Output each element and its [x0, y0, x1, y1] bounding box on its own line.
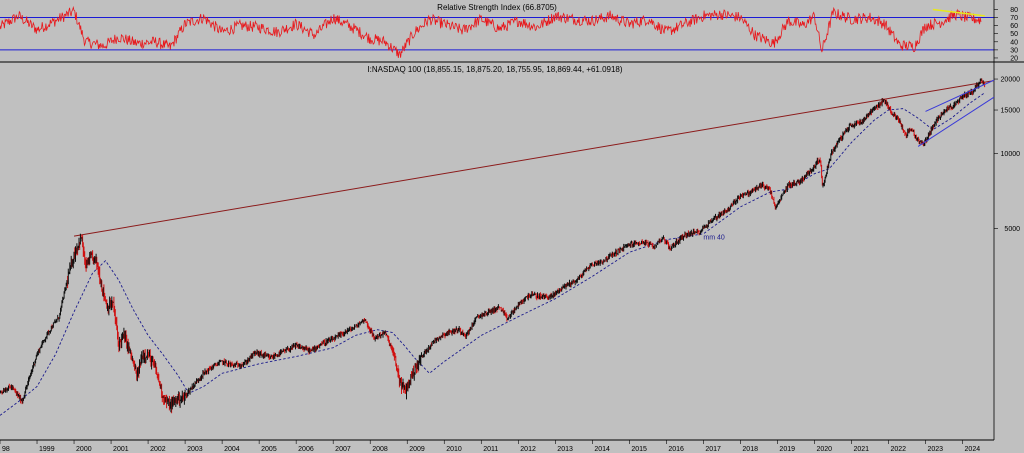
rsi-y-tick-label-30: 30	[1010, 47, 1018, 54]
x-tick-label-98: 98	[2, 446, 10, 453]
resistance-line	[73, 80, 995, 237]
x-tick-label-2004: 2004	[224, 446, 240, 453]
x-tick-label-2005: 2005	[261, 446, 277, 453]
resistance-line-group	[73, 80, 995, 237]
x-tick-label-2010: 2010	[446, 446, 462, 453]
x-tick-label-2007: 2007	[335, 446, 351, 453]
rsi-y-tick-label-60: 60	[1010, 23, 1018, 30]
price-y-tick-label-5000: 5000	[1004, 226, 1020, 233]
rsi-line-group	[0, 5, 982, 58]
rsi-title: Relative Strength Index (66.8705)	[437, 3, 557, 12]
x-tick-label-2001: 2001	[113, 446, 129, 453]
x-tick-label-2016: 2016	[668, 446, 684, 453]
rsi-panel: Relative Strength Index (66.8705) 807060…	[0, 3, 1018, 62]
x-axis: 98 1999 2000 2001 2002 2003 2004 2005 2006 2007 20…	[0, 440, 980, 453]
price-y-tick-label-20000: 20000	[1001, 77, 1021, 84]
x-tick-label-2013: 2013	[557, 446, 573, 453]
price-bars-down	[0, 78, 986, 414]
x-tick-label-2020: 2020	[816, 446, 832, 453]
x-tick-label-2024: 2024	[965, 446, 981, 453]
moving-average-line	[0, 92, 985, 416]
price-y-tick-label-10000: 10000	[1001, 151, 1021, 158]
x-tick-label-2018: 2018	[742, 446, 758, 453]
moving-average-label: mm 40	[703, 235, 725, 242]
rsi-line	[0, 5, 982, 58]
moving-average-group	[0, 92, 985, 416]
rsi-y-tick-label-40: 40	[1010, 39, 1018, 46]
wedge-lines-group	[917, 79, 995, 147]
wedge-upper-line	[925, 79, 995, 112]
rsi-y-tick-label-70: 70	[1010, 15, 1018, 22]
x-tick-label-2012: 2012	[520, 446, 536, 453]
rsi-y-tick-label-80: 80	[1010, 7, 1018, 14]
x-tick-label-2008: 2008	[372, 446, 388, 453]
x-tick-label-2006: 2006	[298, 446, 314, 453]
rsi-trendline-group	[932, 8, 985, 17]
wedge-lower-line	[917, 96, 995, 147]
rsi-trendline	[932, 8, 985, 17]
x-tick-label-2003: 2003	[187, 446, 203, 453]
x-tick-label-2021: 2021	[853, 446, 869, 453]
price-panel: I:NASDAQ 100 (18,855.15, 18,875.20, 18,7…	[0, 65, 1020, 416]
x-tick-label-2011: 2011	[483, 446, 498, 453]
x-tick-label-2023: 2023	[928, 446, 944, 453]
price-series-group	[0, 78, 986, 414]
x-tick-label-2015: 2015	[631, 446, 647, 453]
x-tick-label-2002: 2002	[150, 446, 166, 453]
x-tick-label-2014: 2014	[594, 446, 610, 453]
x-tick-label-2009: 2009	[409, 446, 425, 453]
price-y-axis: 20000 15000 10000 5000	[994, 77, 1020, 233]
rsi-y-tick-label-50: 50	[1010, 31, 1018, 38]
x-tick-label-2019: 2019	[779, 446, 795, 453]
x-tick-label-1999: 1999	[39, 446, 55, 453]
price-title: I:NASDAQ 100 (18,855.15, 18,875.20, 18,7…	[367, 65, 622, 74]
x-tick-label-2017: 2017	[705, 446, 721, 453]
x-tick-label-2022: 2022	[890, 446, 906, 453]
rsi-y-tick-label-20: 20	[1010, 55, 1018, 62]
rsi-levels	[0, 17, 994, 51]
price-y-tick-label-15000: 15000	[1001, 108, 1021, 115]
x-tick-label-2000: 2000	[76, 446, 92, 453]
price-bars-up	[0, 78, 984, 413]
